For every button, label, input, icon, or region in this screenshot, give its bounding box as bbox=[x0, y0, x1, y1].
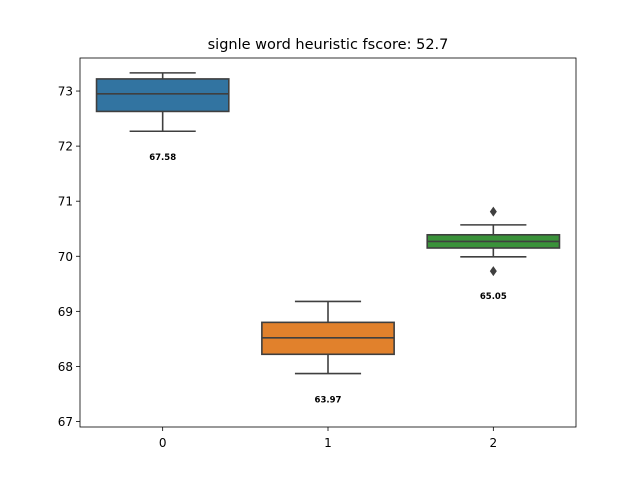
x-tick-label: 0 bbox=[159, 436, 167, 450]
y-tick-label: 68 bbox=[58, 360, 73, 374]
y-tick-label: 72 bbox=[58, 140, 73, 154]
y-tick-label: 71 bbox=[58, 195, 73, 209]
y-tick-label: 70 bbox=[58, 250, 73, 264]
chart-title: signle word heuristic fscore: 52.7 bbox=[208, 37, 449, 53]
y-tick-label: 67 bbox=[58, 415, 73, 429]
box-annotation: 65.05 bbox=[480, 292, 507, 302]
y-tick-label: 73 bbox=[58, 85, 73, 99]
box-2: 65.05 bbox=[426, 206, 561, 302]
y-axis: 67 68 69 70 71 72 73 bbox=[58, 85, 80, 429]
box-body bbox=[95, 78, 230, 113]
box-annotation: 67.58 bbox=[149, 153, 176, 163]
box-annotation: 63.97 bbox=[315, 395, 342, 405]
outlier-point bbox=[489, 206, 497, 217]
box-0: 67.58 bbox=[95, 72, 230, 163]
box-1: 63.97 bbox=[261, 300, 395, 405]
y-tick-label: 69 bbox=[58, 305, 73, 319]
x-axis: 0 1 2 bbox=[159, 427, 497, 450]
outlier-point bbox=[489, 266, 497, 277]
x-tick-label: 1 bbox=[324, 436, 332, 450]
boxes-group: 67.58 63.97 65.05 bbox=[95, 72, 561, 405]
x-tick-label: 2 bbox=[490, 436, 498, 450]
